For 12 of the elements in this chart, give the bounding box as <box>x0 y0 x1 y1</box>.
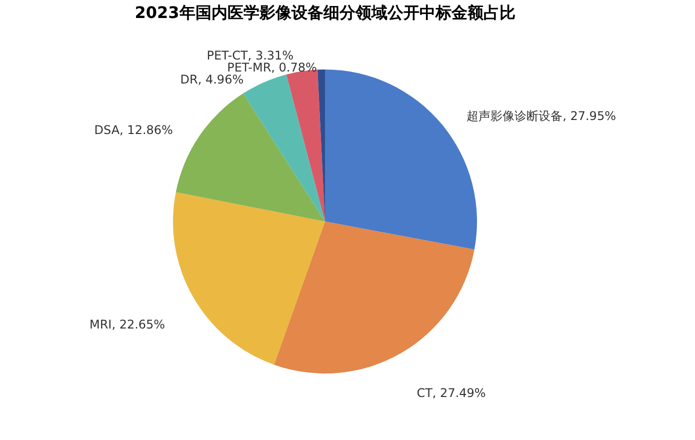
pie-slice <box>173 192 325 365</box>
slice-label: DSA, 12.86% <box>94 122 173 137</box>
pie-slice <box>274 222 474 374</box>
pie-slice <box>176 93 325 222</box>
slice-label: MRI, 22.65% <box>89 318 166 332</box>
chart-title: 2023年国内医学影像设备细分领域公开中标金额占比 <box>134 3 516 22</box>
slice-label: 超声影像诊断设备, 27.95% <box>466 108 616 123</box>
slice-label: DR, 4.96% <box>180 72 244 87</box>
slice-label: PET-CT, 3.31% <box>206 48 294 63</box>
slice-label: PET-MR, 0.78% <box>227 60 317 75</box>
pie-slice <box>243 74 325 222</box>
slice-label: CT, 27.49% <box>416 386 486 400</box>
